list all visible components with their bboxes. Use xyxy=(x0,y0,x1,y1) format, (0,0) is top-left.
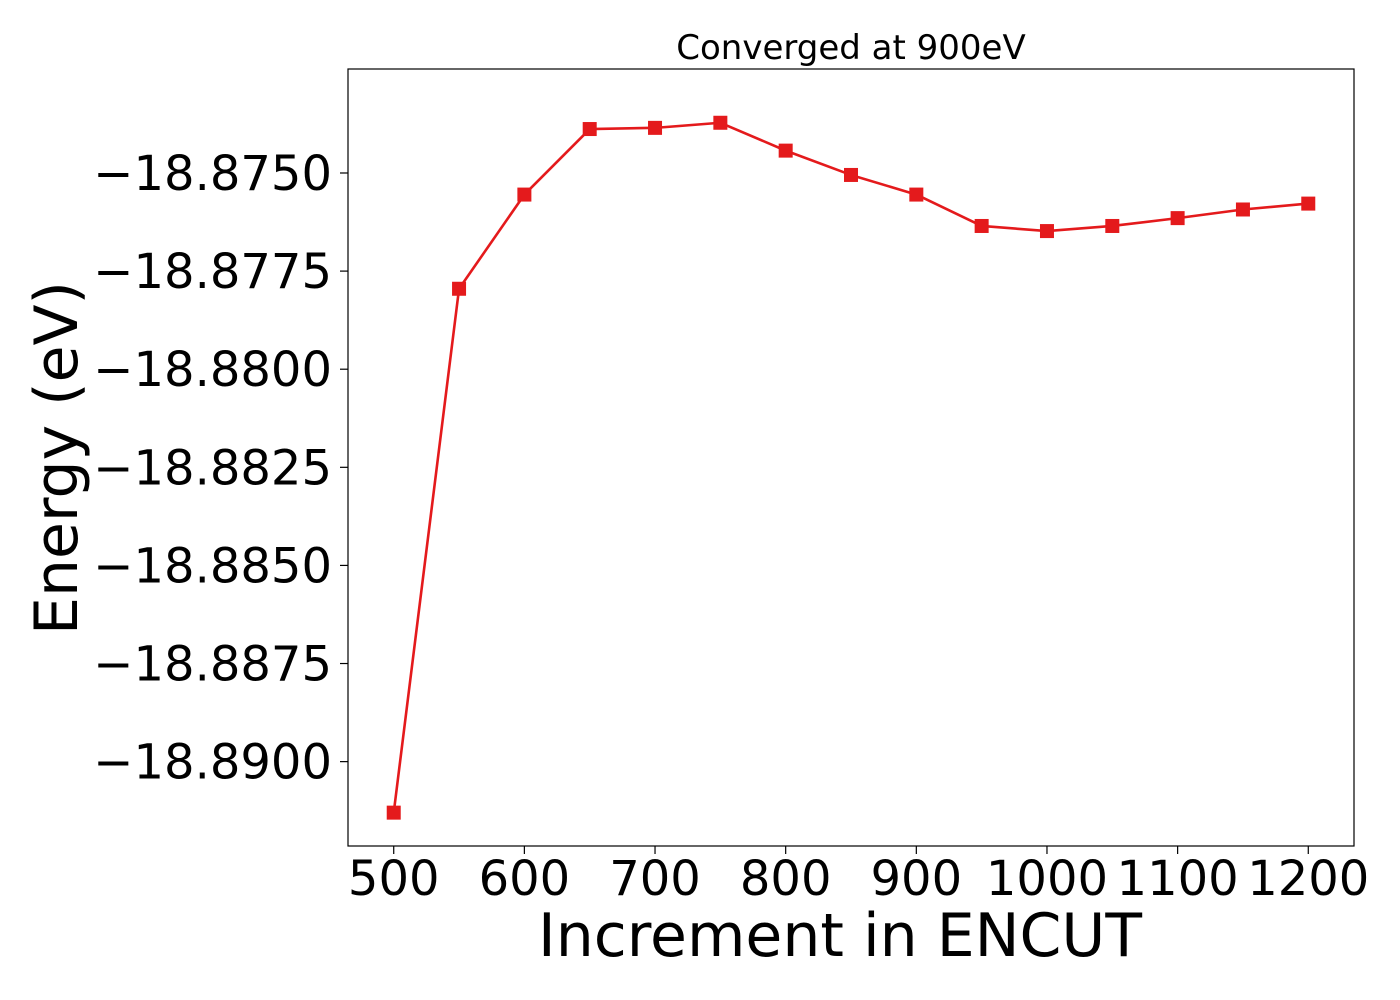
data-point xyxy=(1235,202,1250,217)
data-point xyxy=(1039,224,1054,239)
y-tick-label: −18.8750 xyxy=(93,146,332,202)
data-point xyxy=(713,115,728,130)
x-tick-label: 700 xyxy=(609,851,701,907)
data-point xyxy=(844,167,858,182)
y-tick-label: −18.8800 xyxy=(93,342,332,398)
data-point xyxy=(909,187,924,202)
x-axis-label: Increment in ENCUT xyxy=(538,901,1142,971)
data-point xyxy=(582,122,597,137)
x-tick-label: 1100 xyxy=(1117,851,1239,907)
data-point xyxy=(386,805,401,820)
y-tick-label: −18.8900 xyxy=(93,735,332,791)
data-point xyxy=(974,218,989,233)
plot-frame xyxy=(347,68,1355,847)
x-tick-label: 800 xyxy=(740,851,832,907)
data-point xyxy=(517,187,532,202)
x-tick-label: 1200 xyxy=(1247,851,1369,907)
data-point xyxy=(452,281,467,296)
data-point xyxy=(1301,196,1316,211)
y-tick-label: −18.8775 xyxy=(93,244,332,300)
y-axis-label: Energy (eV) xyxy=(22,281,92,635)
data-point xyxy=(778,143,793,158)
data-point xyxy=(1105,218,1120,233)
y-tick-label: −18.8850 xyxy=(93,538,332,594)
data-point xyxy=(648,120,663,135)
data-point xyxy=(1170,211,1185,226)
x-tick-label: 1000 xyxy=(986,851,1108,907)
plot-area: 500 600 700 800 900 1000 1100 1200 −18.8750 −18.8… xyxy=(93,115,1369,907)
x-tick-label: 600 xyxy=(479,851,571,907)
y-tick-label: −18.8875 xyxy=(93,637,332,693)
chart-title: Converged at 900eV xyxy=(676,28,1025,68)
y-tick-label: −18.8825 xyxy=(93,440,332,496)
x-tick-label: 900 xyxy=(871,851,963,907)
x-tick-label: 500 xyxy=(348,851,440,907)
